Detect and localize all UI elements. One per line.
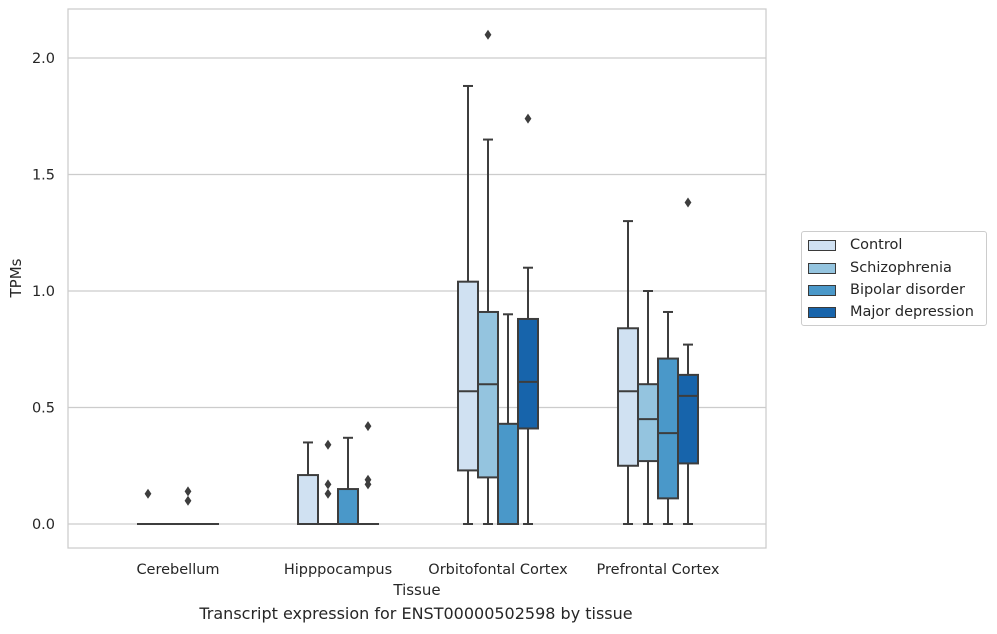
legend-item-schizophrenia: Schizophrenia — [808, 260, 952, 276]
x-axis-label: Tissue — [392, 581, 440, 599]
legend-item-major-depression: Major depression — [808, 304, 974, 320]
box-schizophrenia — [477, 29, 499, 525]
box — [657, 357, 679, 500]
box-control — [297, 441, 319, 526]
legend: Control Schizophrenia Bipolar disorder M… — [801, 231, 987, 326]
outlier-point — [364, 421, 372, 432]
legend-label-major-depression: Major depression — [850, 304, 974, 320]
box — [617, 327, 639, 467]
box — [337, 488, 359, 525]
legend-label-control: Control — [850, 237, 903, 253]
box-major-depression — [517, 113, 539, 525]
legend-item-control: Control — [808, 237, 902, 253]
box — [297, 474, 319, 526]
box-bipolar-disorder — [337, 436, 359, 525]
y-tick-label: 2.0 — [32, 51, 55, 67]
box-groups — [137, 29, 699, 526]
outlier-point — [364, 474, 372, 485]
legend-swatch-schizophrenia — [808, 262, 836, 274]
x-tick-label: Prefrontal Cortex — [597, 562, 720, 578]
box — [477, 310, 499, 479]
legend-swatch-bipolar-disorder — [808, 284, 836, 296]
outlier-point — [324, 439, 332, 450]
box — [517, 317, 539, 430]
legend-swatch-major-depression — [808, 306, 836, 318]
y-tick-label: 1.5 — [32, 168, 55, 184]
box-bipolar-disorder — [497, 313, 519, 525]
box — [497, 422, 519, 525]
y-tick-label: 0.5 — [32, 401, 55, 417]
y-tick-label: 0.0 — [32, 517, 55, 533]
box — [637, 383, 659, 463]
legend-label-bipolar-disorder: Bipolar disorder — [850, 282, 965, 298]
box-bipolar-disorder — [657, 310, 679, 525]
legend-item-bipolar-disorder: Bipolar disorder — [808, 282, 965, 298]
box — [677, 373, 699, 465]
x-tick-label: Hipppocampus — [284, 562, 392, 578]
outlier-point — [184, 486, 192, 497]
x-tick-label: Cerebellum — [136, 562, 219, 578]
y-axis-label: TPMs — [7, 258, 25, 298]
outlier-point — [484, 29, 492, 40]
outlier-point — [324, 488, 332, 499]
y-tick-label: 1.0 — [32, 284, 55, 300]
box-schizophrenia — [637, 290, 659, 525]
outlier-point — [524, 113, 532, 124]
y-tick-labels: 0.0 0.5 1.0 1.5 2.0 — [32, 51, 55, 533]
legend-label-schizophrenia: Schizophrenia — [850, 260, 952, 276]
chart-caption: Transcript expression for ENST0000050259… — [199, 604, 633, 623]
outlier-point — [184, 495, 192, 506]
outlier-point — [144, 488, 152, 499]
outlier-point — [684, 197, 692, 208]
legend-swatch-control — [808, 239, 836, 251]
x-tick-label: Orbitofontal Cortex — [428, 562, 568, 578]
box-control — [617, 220, 639, 525]
box — [457, 280, 479, 472]
box-major-depression — [677, 197, 699, 525]
box-bipolar-disorder — [177, 486, 199, 526]
x-tick-labels: Cerebellum Hipppocampus Orbitofontal Corte… — [136, 562, 719, 578]
outlier-point — [324, 479, 332, 490]
box-major-depression — [357, 421, 379, 526]
